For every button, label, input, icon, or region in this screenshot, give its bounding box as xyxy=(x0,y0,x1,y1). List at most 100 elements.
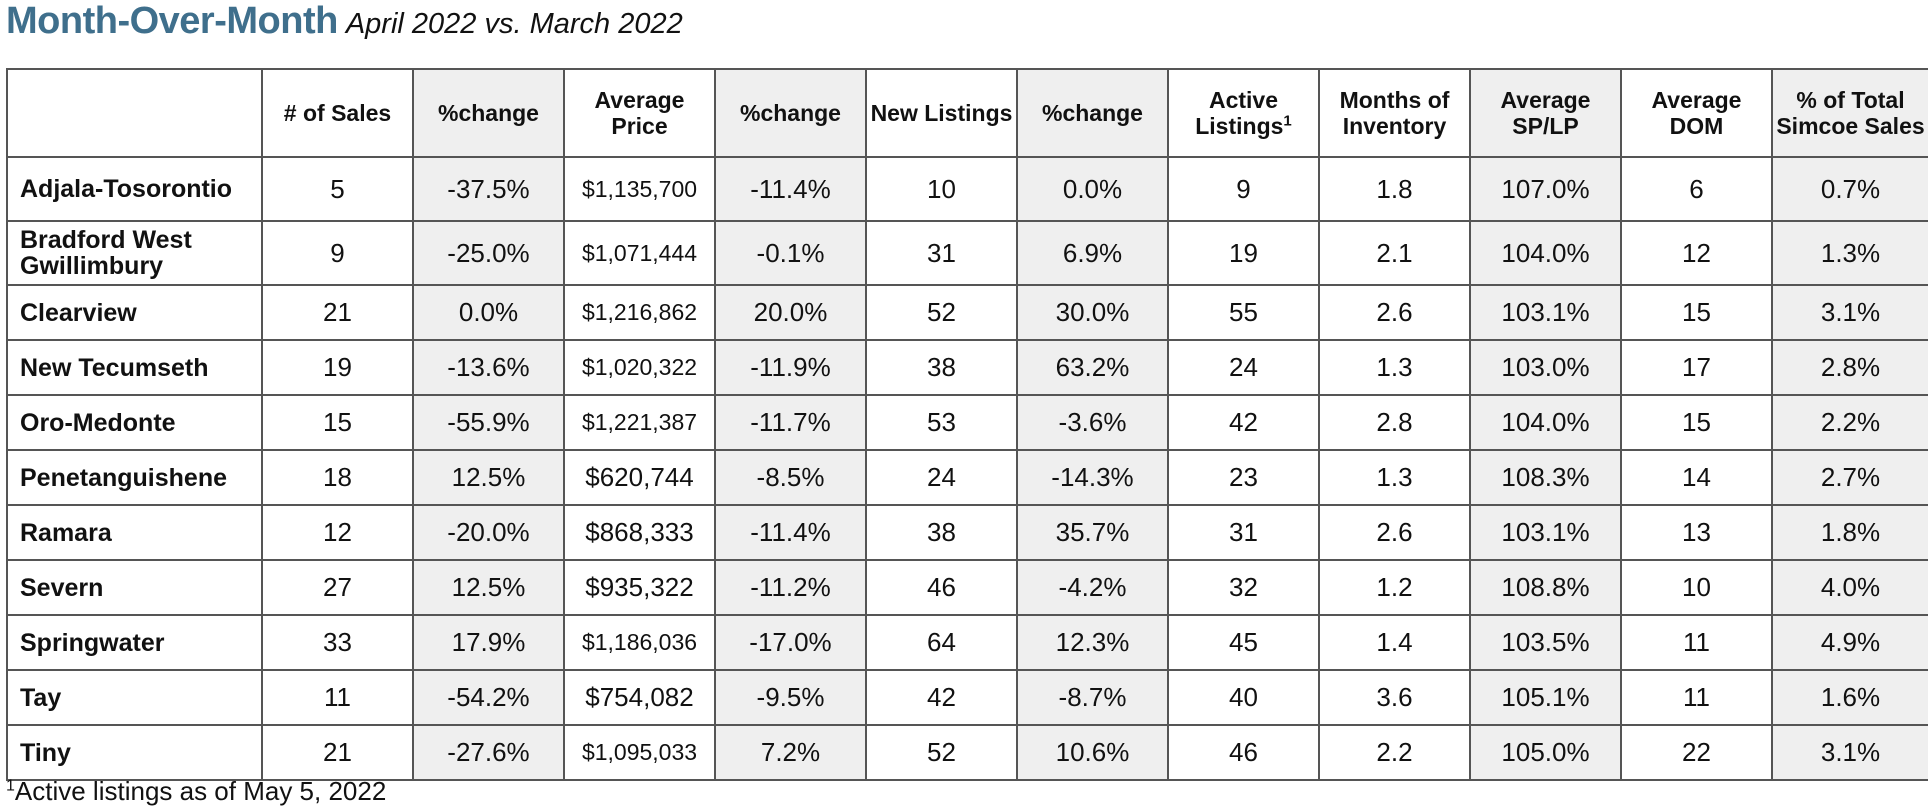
table-cell: 31 xyxy=(1167,504,1320,561)
table-cell: 64 xyxy=(865,614,1018,671)
table-body: Adjala-Tosorontio 5 -37.5% $1,135,700 -11.4%… xyxy=(6,156,1928,781)
table-cell: 2.2 xyxy=(1318,724,1471,781)
table-cell: 2.6 xyxy=(1318,284,1471,341)
table-cell: 1.3 xyxy=(1318,449,1471,506)
table-cell: -11.4% xyxy=(714,156,867,222)
table-cell: $754,082 xyxy=(563,669,716,726)
column-header-label: Average Price xyxy=(594,87,685,139)
table-cell: 19 xyxy=(261,339,414,396)
table-cell: 2.6 xyxy=(1318,504,1471,561)
table-cell: 103.1% xyxy=(1469,284,1622,341)
table-cell: -27.6% xyxy=(412,724,565,781)
table-cell: 18 xyxy=(261,449,414,506)
table-cell: $620,744 xyxy=(563,449,716,506)
table-cell: $1,135,700 xyxy=(563,156,716,222)
column-header: % of Total Simcoe Sales xyxy=(1771,68,1928,158)
table-cell: 30.0% xyxy=(1016,284,1169,341)
table-cell: $1,186,036 xyxy=(563,614,716,671)
table-cell: 38 xyxy=(865,504,1018,561)
table-cell: 45 xyxy=(1167,614,1320,671)
table-cell: 52 xyxy=(865,724,1018,781)
table-row: Tay 11 -54.2% $754,082 -9.5% 42 -8.7% 40 3.6 105.… xyxy=(6,669,1928,726)
table-cell: 11 xyxy=(1620,614,1773,671)
row-municipality-name: Ramara xyxy=(6,504,263,561)
table-cell: 103.1% xyxy=(1469,504,1622,561)
table-cell: 46 xyxy=(865,559,1018,616)
table-cell: 3.6 xyxy=(1318,669,1471,726)
table-cell: 52 xyxy=(865,284,1018,341)
table-cell: 6.9% xyxy=(1016,220,1169,286)
table-cell: 108.3% xyxy=(1469,449,1622,506)
table-cell: 11 xyxy=(1620,669,1773,726)
table-row: New Tecumseth 19 -13.6% $1,020,322 -11.9% 38 6… xyxy=(6,339,1928,396)
table-cell: 9 xyxy=(1167,156,1320,222)
table-cell: 38 xyxy=(865,339,1018,396)
table-cell: 103.5% xyxy=(1469,614,1622,671)
table-cell: 4.9% xyxy=(1771,614,1928,671)
table-row: Clearview 21 0.0% $1,216,862 20.0% 52 30.0% 55 2… xyxy=(6,284,1928,341)
table-cell: -8.7% xyxy=(1016,669,1169,726)
table-cell: 12.5% xyxy=(412,449,565,506)
column-header-label: Average SP/LP xyxy=(1500,87,1591,139)
table-cell: 17 xyxy=(1620,339,1773,396)
column-header: Active Listings1 xyxy=(1167,68,1320,158)
table-cell: 23 xyxy=(1167,449,1320,506)
table-cell: 7.2% xyxy=(714,724,867,781)
table-cell: 21 xyxy=(261,284,414,341)
row-municipality-name: New Tecumseth xyxy=(6,339,263,396)
table-cell: 1.8 xyxy=(1318,156,1471,222)
table-cell: 104.0% xyxy=(1469,220,1622,286)
table-cell: 103.0% xyxy=(1469,339,1622,396)
table-cell: 6 xyxy=(1620,156,1773,222)
table-cell: 108.8% xyxy=(1469,559,1622,616)
column-header: New Listings xyxy=(865,68,1018,158)
table-cell: 15 xyxy=(1620,394,1773,451)
table-cell: $1,020,322 xyxy=(563,339,716,396)
table-cell: 55 xyxy=(1167,284,1320,341)
table-cell: -11.2% xyxy=(714,559,867,616)
table-cell: 105.0% xyxy=(1469,724,1622,781)
table-cell: 15 xyxy=(261,394,414,451)
table-cell: 24 xyxy=(1167,339,1320,396)
row-municipality-name: Bradford West Gwillimbury xyxy=(6,220,263,286)
table-row: Adjala-Tosorontio 5 -37.5% $1,135,700 -11.4%… xyxy=(6,156,1928,222)
table-row: Ramara 12 -20.0% $868,333 -11.4% 38 35.7% 31 2.6… xyxy=(6,504,1928,561)
column-header: Average SP/LP xyxy=(1469,68,1622,158)
footnote-text: Active listings as of May 5, 2022 xyxy=(14,776,387,806)
table-cell: 0.7% xyxy=(1771,156,1928,222)
table-cell: 1.6% xyxy=(1771,669,1928,726)
table-cell: 53 xyxy=(865,394,1018,451)
table-cell: 107.0% xyxy=(1469,156,1622,222)
table-cell: 3.1% xyxy=(1771,284,1928,341)
column-header-label: # of Sales xyxy=(283,100,392,126)
column-header-label: New Listings xyxy=(870,100,1013,126)
table-row: Springwater 33 17.9% $1,186,036 -17.0% 64 12.3… xyxy=(6,614,1928,671)
column-header-label: Active Listings xyxy=(1195,87,1284,139)
column-header xyxy=(6,68,263,158)
row-municipality-name: Springwater xyxy=(6,614,263,671)
column-header-label: Months of Inventory xyxy=(1339,87,1450,139)
table-cell: 1.3% xyxy=(1771,220,1928,286)
column-header-label: %change xyxy=(740,100,841,126)
table-cell: -11.9% xyxy=(714,339,867,396)
row-municipality-name: Adjala-Tosorontio xyxy=(6,156,263,222)
table-cell: 2.8 xyxy=(1318,394,1471,451)
table-cell: $1,095,033 xyxy=(563,724,716,781)
table-cell: 19 xyxy=(1167,220,1320,286)
column-header-label: %change xyxy=(438,100,539,126)
table-cell: 4.0% xyxy=(1771,559,1928,616)
table-cell: $1,071,444 xyxy=(563,220,716,286)
table-cell: 10.6% xyxy=(1016,724,1169,781)
page-title-row: Month-Over-Month April 2022 vs. March 202… xyxy=(6,0,683,60)
table-cell: -37.5% xyxy=(412,156,565,222)
table-cell: 42 xyxy=(1167,394,1320,451)
table-cell: -11.7% xyxy=(714,394,867,451)
column-header-label: %change xyxy=(1042,100,1143,126)
table-cell: 2.7% xyxy=(1771,449,1928,506)
table-row: Bradford West Gwillimbury 9 -25.0% $1,071,4… xyxy=(6,220,1928,286)
column-header-label: Average DOM xyxy=(1651,87,1742,139)
column-header: Average DOM xyxy=(1620,68,1773,158)
table-cell: -20.0% xyxy=(412,504,565,561)
row-municipality-name: Tiny xyxy=(6,724,263,781)
table-cell: 17.9% xyxy=(412,614,565,671)
